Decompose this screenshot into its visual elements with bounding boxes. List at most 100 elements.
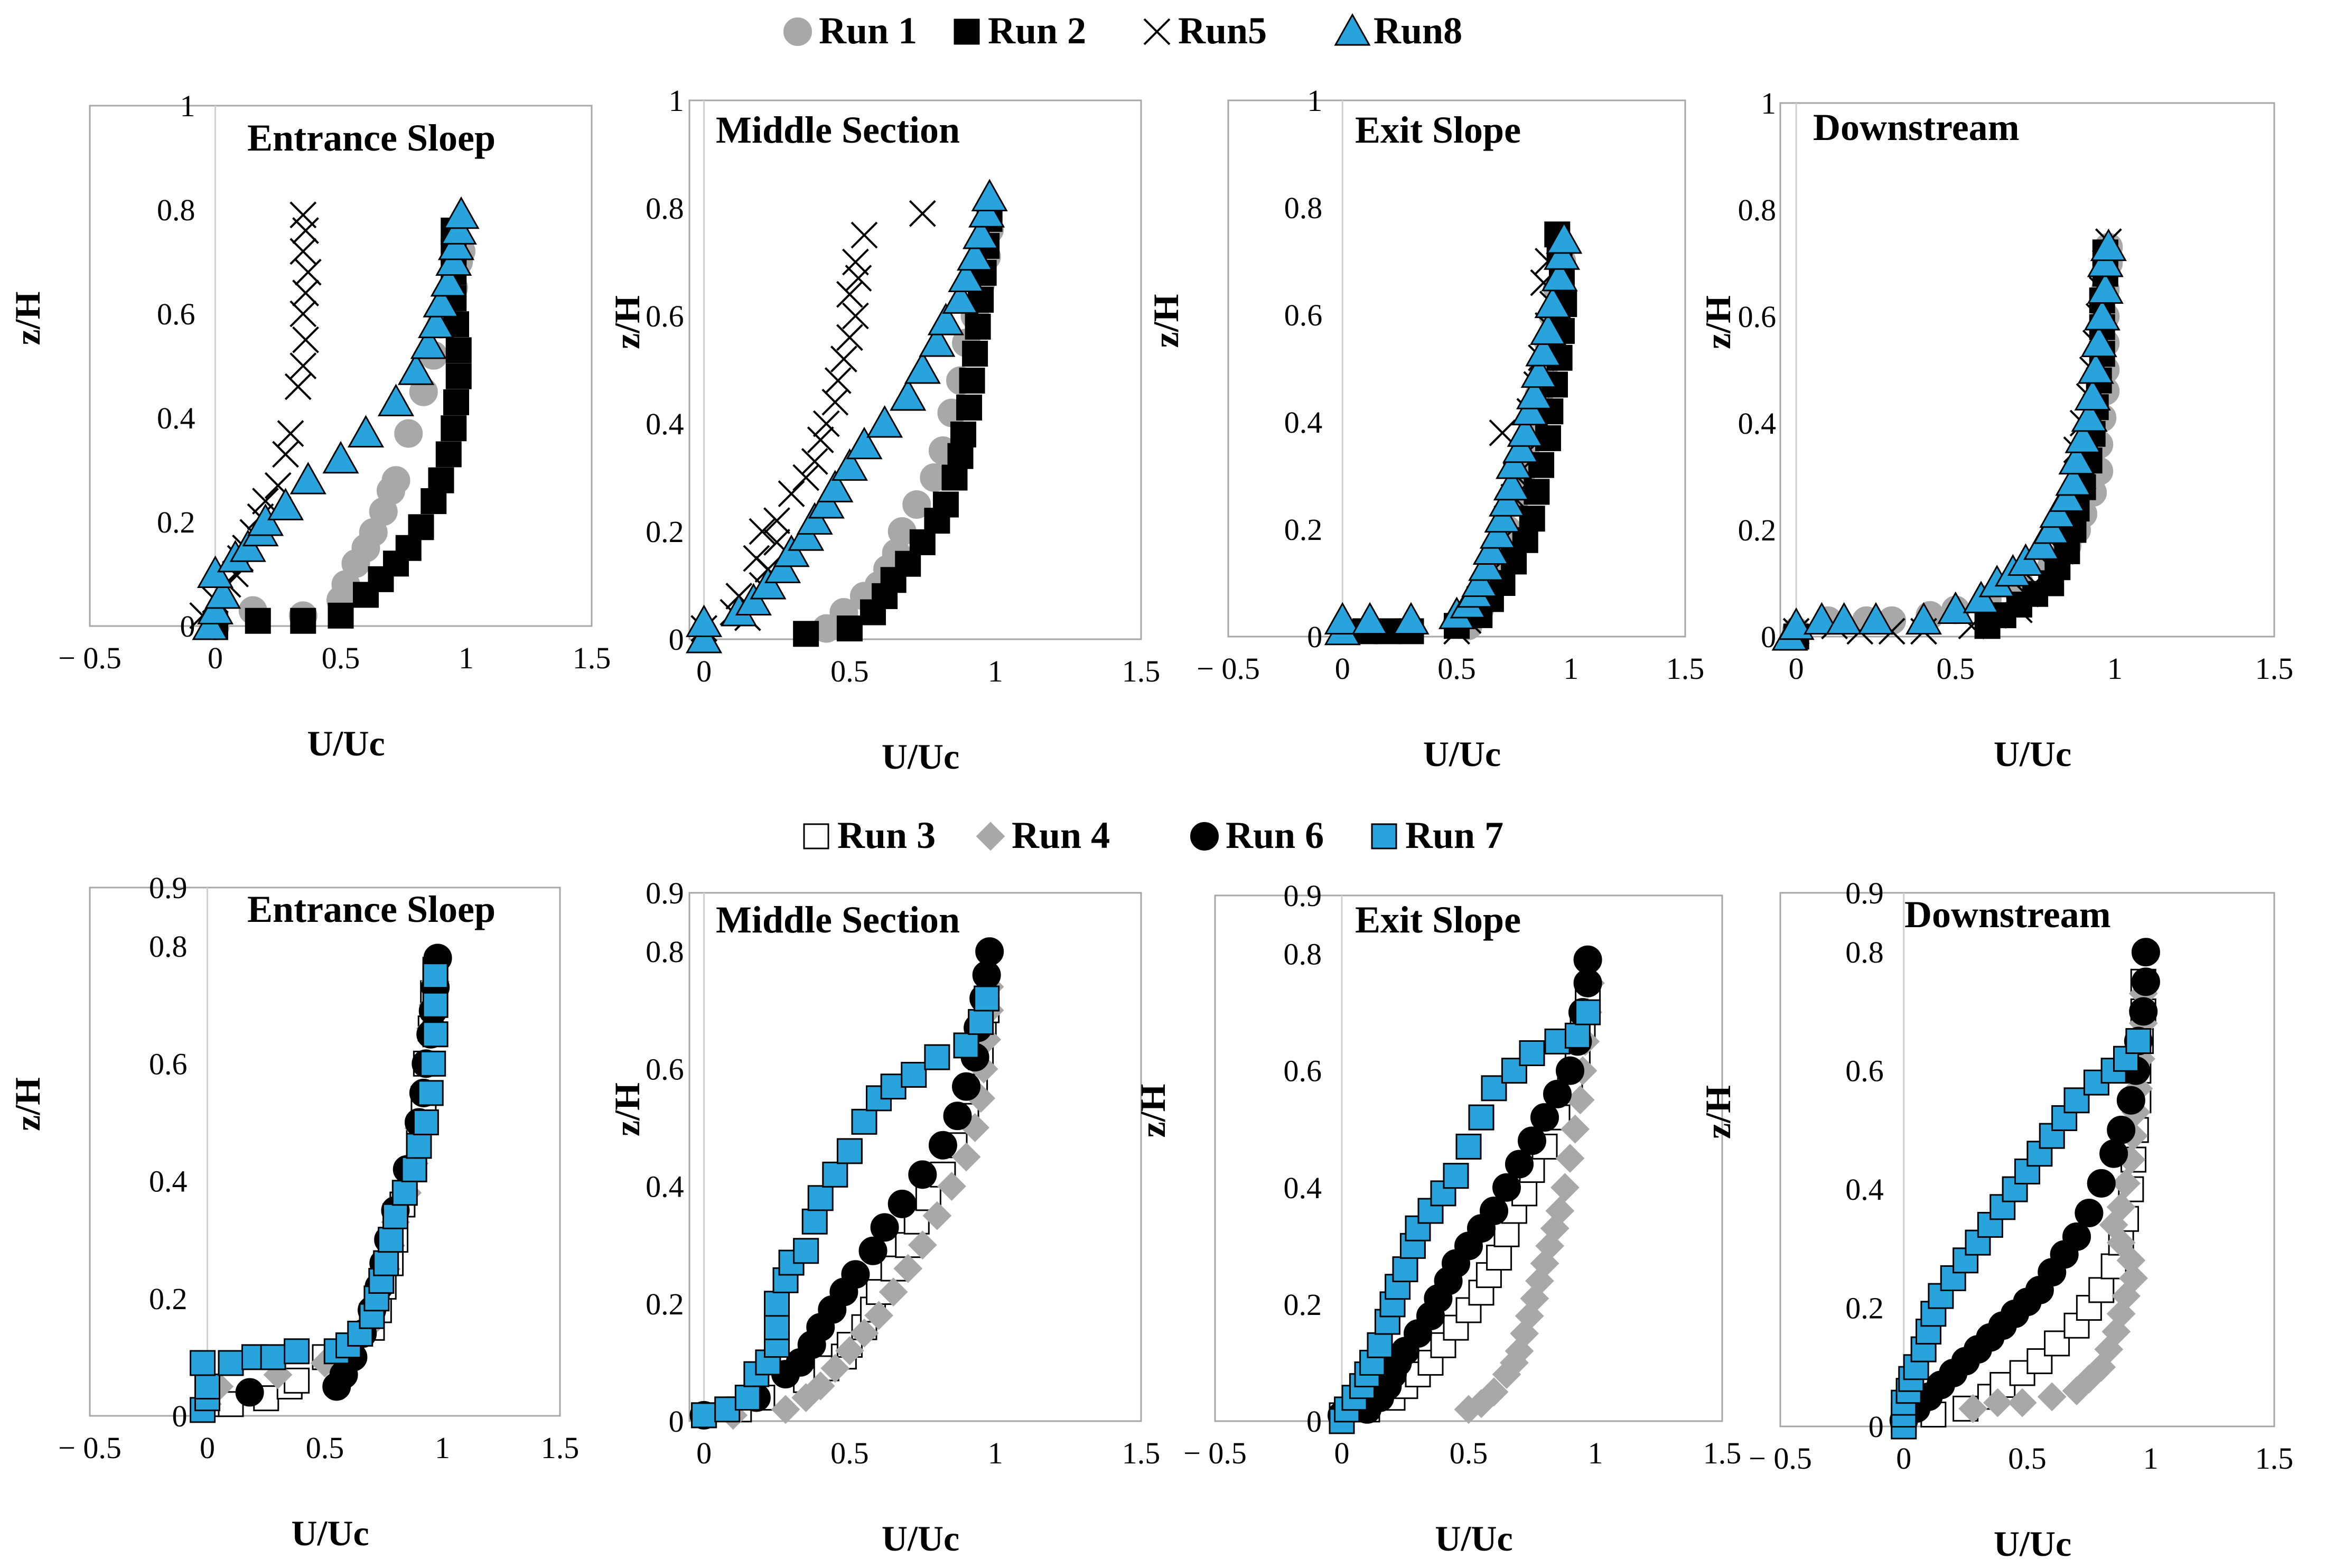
x-tick-label: − 0.5 [58, 1431, 122, 1465]
y-tick-label: 0.4 [1284, 405, 1323, 440]
data-point [845, 265, 872, 292]
panel-top-entrance-sloep: 00.20.40.60.81− 0.5 0 0.5 1 1.5U/Ucz/HEntran… [7, 89, 611, 763]
panel-bottom-downstream: 0 0.2 0.4 0.6 0.8 0.9 − 0.5 0 0.5 1 1.5 U/Uc z/H Down… [1698, 876, 2293, 1564]
data-point [1461, 564, 1498, 597]
data-point [1484, 500, 1521, 533]
data-point [289, 352, 317, 379]
x-tick-label: − 0.5 [1197, 651, 1260, 686]
data-point [443, 196, 480, 229]
data-point [686, 604, 723, 637]
x-axis-title: U/Uc [307, 723, 385, 763]
y-tick-label: 0.4 [149, 1164, 188, 1199]
data-point [272, 441, 299, 468]
data-point [743, 545, 770, 572]
data-point [808, 486, 845, 519]
data-point [893, 1254, 923, 1283]
legend-label: Run5 [1178, 10, 1267, 52]
y-tick-label: 0.2 [1845, 1291, 1884, 1326]
data-point [1468, 548, 1505, 581]
x-tick-label: − 0.5 [1183, 1436, 1247, 1470]
data-point [290, 608, 316, 634]
x-tick-label: 1.5 [2255, 1441, 2294, 1476]
data-point [382, 1203, 408, 1229]
y-tick-label: 0 [172, 1399, 188, 1433]
data-point [858, 1236, 888, 1265]
data-point [2129, 997, 2158, 1026]
x-tick-label: 1 [435, 1431, 450, 1465]
data-point [963, 216, 999, 249]
data-point [1481, 1075, 1507, 1102]
data-point [1550, 1173, 1580, 1202]
data-point [417, 305, 455, 339]
data-point [735, 583, 772, 616]
legend-label: Run8 [1374, 10, 1462, 52]
panel-title: Downstream [1904, 893, 2111, 936]
data-point [864, 1301, 893, 1330]
data-point [391, 1180, 418, 1206]
data-point [1493, 468, 1530, 501]
data-point [975, 937, 1004, 966]
series-run-7 [1329, 999, 1601, 1434]
data-point [245, 608, 271, 634]
data-point [890, 378, 927, 411]
panel-title: Entrance Sloep [247, 888, 496, 930]
data-point [194, 1373, 220, 1399]
x-tick-label: 1.5 [573, 641, 611, 675]
data-point [870, 1213, 899, 1242]
data-point [2087, 1169, 2116, 1198]
y-axis-title: z/H [607, 1082, 647, 1136]
data-point [204, 576, 241, 609]
data-point [959, 367, 985, 394]
data-point [1492, 1173, 1521, 1202]
data-point [974, 985, 1000, 1012]
data-point [2084, 297, 2121, 331]
data-point [835, 1336, 864, 1366]
panel-bottom-middle-section: 0 0.2 0.4 0.6 0.8 0.9 0 0.5 1 1.5 U/Uc z/H Middle Se… [607, 876, 1160, 1558]
data-point [2074, 378, 2111, 410]
x-tick-label: 0 [1335, 651, 1350, 686]
x-axis-title: U/Uc [1423, 734, 1501, 774]
data-point [428, 467, 454, 493]
x-tick-label: 0.5 [322, 641, 360, 675]
data-point [831, 448, 868, 481]
data-point [908, 1230, 937, 1260]
y-tick-label: 1 [1761, 86, 1776, 120]
data-point [406, 1133, 432, 1159]
data-point [902, 490, 931, 519]
plot-area [688, 892, 1142, 1422]
data-point [1489, 484, 1526, 517]
x-tick-label: 0 [696, 1436, 712, 1470]
data-point [1516, 377, 1553, 409]
y-tick-label: 0.6 [1284, 1054, 1322, 1088]
y-tick-label: 0.2 [157, 505, 195, 539]
y-tick-label: 0.8 [149, 929, 188, 964]
data-point [394, 419, 423, 448]
data-point [1324, 602, 1361, 635]
data-point [968, 1009, 994, 1035]
data-point [943, 1102, 972, 1131]
data-point [2087, 271, 2124, 304]
data-point [2119, 1264, 2148, 1293]
y-tick-label: 1 [669, 83, 684, 118]
y-tick-label: 0.9 [646, 876, 684, 910]
data-point [2033, 511, 2070, 544]
y-tick-label: 0 [1307, 620, 1322, 654]
data-point [734, 1385, 761, 1411]
legend-bottom: Run 3 Run 4 Run 6 Run 7 [803, 814, 1503, 856]
data-point [941, 464, 968, 491]
data-point [880, 567, 907, 593]
data-point [443, 389, 469, 415]
data-point [2131, 967, 2160, 996]
data-point [807, 1185, 834, 1211]
data-point [793, 1238, 819, 1264]
data-point [267, 488, 304, 520]
y-tick-label: 0.2 [646, 1287, 684, 1321]
legend-label: Run 1 [819, 10, 917, 52]
data-point [401, 1156, 427, 1182]
data-point [1905, 602, 1942, 635]
data-point [801, 1208, 828, 1235]
x-tick-label: 1 [988, 1436, 1003, 1470]
plot-area [1227, 99, 1686, 638]
